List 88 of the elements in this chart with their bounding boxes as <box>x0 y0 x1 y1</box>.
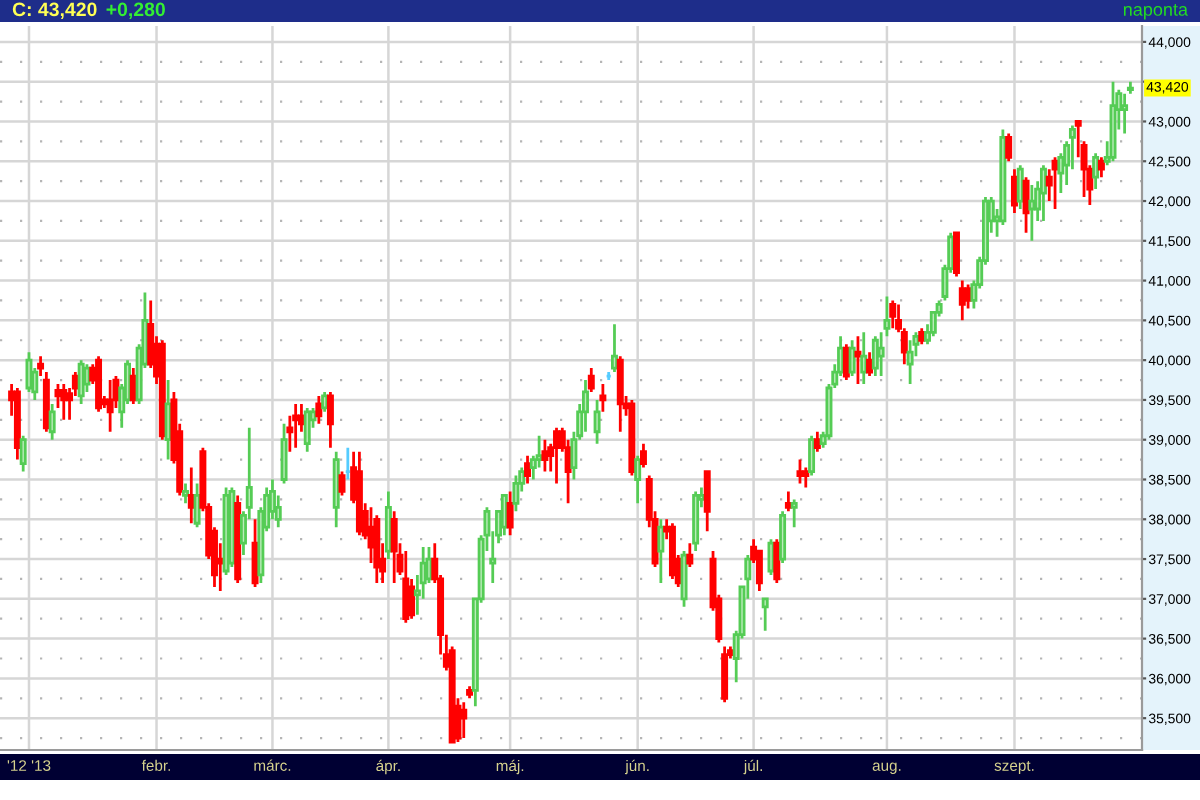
candlestick <box>582 378 589 434</box>
candlestick <box>1109 80 1117 163</box>
candlestick <box>599 382 607 414</box>
candlestick <box>1051 155 1059 211</box>
candlestick <box>355 450 363 537</box>
candlestick <box>512 474 520 513</box>
candlestick <box>228 486 236 569</box>
candlestick <box>187 466 195 525</box>
candlestick <box>703 470 711 533</box>
candlestick <box>802 466 810 489</box>
candlestick <box>95 354 103 414</box>
candlestick <box>958 279 966 322</box>
candlestick <box>616 354 624 434</box>
candlestick <box>871 334 879 378</box>
candlestick <box>657 517 665 585</box>
candlestick <box>854 334 862 386</box>
candlestick <box>234 494 242 585</box>
candlestick <box>524 454 531 485</box>
candlestick <box>1121 92 1129 135</box>
candlestick <box>1097 155 1105 179</box>
candlestick <box>19 434 27 473</box>
candlestick <box>106 378 114 434</box>
candlestick <box>628 398 636 477</box>
candlestick <box>773 537 781 585</box>
candlestick <box>164 378 172 461</box>
chart-subtitle: +0,280 <box>106 2 165 20</box>
candlestick <box>332 450 340 529</box>
candlestick <box>1016 163 1024 211</box>
candlestick <box>779 509 787 565</box>
candlestick <box>338 470 346 497</box>
candlestick <box>721 645 729 704</box>
candlestick <box>692 490 700 553</box>
candlestick <box>634 454 642 505</box>
candlestick <box>303 406 311 454</box>
candlestick <box>373 513 381 585</box>
candlestick <box>402 549 410 625</box>
candlestick <box>848 338 856 378</box>
candlestick <box>326 390 334 450</box>
candlestick <box>506 490 514 537</box>
candlestick <box>321 390 329 414</box>
candlestick <box>182 482 189 505</box>
candlestick <box>1010 167 1018 215</box>
candlestick <box>784 490 792 513</box>
candlestick <box>593 398 601 446</box>
candlestick <box>906 338 914 386</box>
candlestick <box>790 497 798 529</box>
candlestick <box>796 458 804 485</box>
candlestick <box>466 684 474 700</box>
candlestick <box>953 231 960 279</box>
candlestick <box>158 338 166 442</box>
candlestick <box>1126 80 1134 96</box>
candlestick <box>668 521 676 581</box>
candlestick <box>553 426 560 485</box>
candlestick <box>280 422 288 485</box>
candlestick <box>680 549 688 609</box>
candlestick <box>193 482 201 529</box>
candlestick <box>842 342 850 382</box>
candlestick <box>390 509 398 585</box>
candlestick <box>460 700 468 740</box>
candlestick <box>813 430 821 454</box>
candlestick <box>292 402 300 450</box>
candlestick <box>1092 151 1100 191</box>
candlestick <box>587 366 595 394</box>
candlestick <box>1005 132 1013 163</box>
candlestick <box>860 330 868 386</box>
candlestick <box>13 386 21 461</box>
candlestick <box>639 442 647 469</box>
candlestick <box>541 438 549 473</box>
chart-title: C: 43,420 <box>12 2 97 20</box>
text: naponta <box>1123 4 1189 20</box>
candlestick <box>611 322 618 374</box>
candlestick <box>686 541 694 569</box>
candlestick <box>866 350 874 378</box>
candlestick <box>1039 163 1047 223</box>
candlestick <box>48 402 56 442</box>
candlestick <box>761 597 769 633</box>
candlestick <box>918 326 926 346</box>
candlestick <box>315 394 323 426</box>
candlestick <box>77 358 85 406</box>
candlestick <box>1028 183 1036 243</box>
candlestick <box>344 446 352 481</box>
candlestick <box>384 490 392 561</box>
candlestick <box>129 366 137 406</box>
candlestick <box>500 494 508 537</box>
candlestick <box>60 382 68 422</box>
candlestick <box>1022 175 1030 235</box>
candlestick <box>808 434 816 477</box>
candlestick <box>889 299 897 330</box>
